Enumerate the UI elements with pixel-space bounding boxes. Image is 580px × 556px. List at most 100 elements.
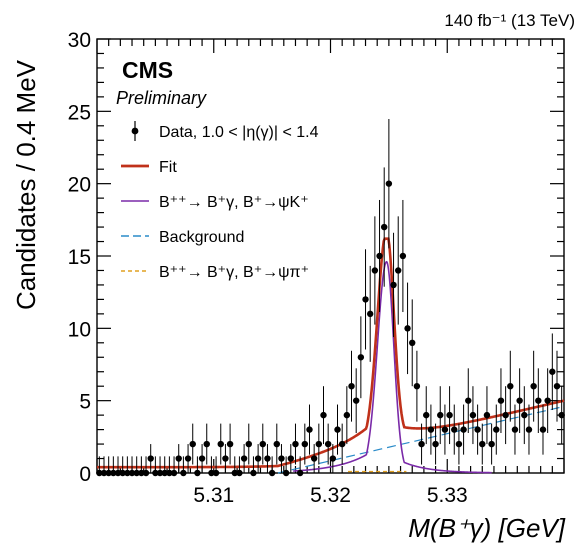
data-point xyxy=(217,440,224,448)
status-label: Preliminary xyxy=(116,88,207,108)
data-point xyxy=(441,426,449,433)
data-point xyxy=(507,383,514,390)
data-point xyxy=(236,469,243,477)
data-point xyxy=(306,426,313,433)
data-point xyxy=(133,469,140,477)
data-point xyxy=(474,426,481,433)
signal-line xyxy=(293,260,492,474)
legend-label: Fit xyxy=(159,159,177,176)
data-point xyxy=(166,469,173,477)
data-point xyxy=(100,469,108,477)
data-point xyxy=(310,455,318,462)
data-point xyxy=(338,440,346,448)
data-point xyxy=(334,426,341,433)
data-point xyxy=(432,440,439,448)
data-point xyxy=(287,455,295,462)
y-tick-label: 20 xyxy=(68,174,91,197)
legend-label: B⁺⁺→ B⁺γ, B⁺→ψK⁺ xyxy=(159,194,309,211)
data-point xyxy=(212,469,220,477)
data-point xyxy=(278,455,285,462)
data-point xyxy=(502,411,509,419)
data-point xyxy=(259,440,266,448)
data-point xyxy=(427,426,435,433)
data-point xyxy=(119,469,126,477)
data-point xyxy=(558,411,565,419)
data-point xyxy=(413,383,421,390)
data-point xyxy=(110,469,117,477)
data-point xyxy=(343,411,351,419)
data-point xyxy=(516,397,523,404)
data-point xyxy=(423,411,430,419)
data-point xyxy=(497,397,505,404)
data-point xyxy=(446,411,453,419)
data-point xyxy=(282,469,290,477)
background-line xyxy=(277,405,565,474)
data-point xyxy=(483,411,491,419)
data-point xyxy=(320,411,327,419)
y-tick-label: 15 xyxy=(68,246,91,269)
data-point xyxy=(142,469,150,477)
data-point xyxy=(404,325,411,332)
data-point xyxy=(395,267,402,274)
fit-line xyxy=(97,237,565,469)
data-point xyxy=(114,469,122,477)
data-point xyxy=(469,411,477,419)
data-point xyxy=(273,440,280,448)
data-point xyxy=(455,440,463,448)
data-point xyxy=(184,455,192,462)
y-tick-label: 0 xyxy=(79,463,91,486)
data-point xyxy=(240,455,248,462)
data-point xyxy=(180,469,187,477)
data-point xyxy=(264,455,271,462)
x-tick-label: 5.32 xyxy=(310,484,351,507)
data-point xyxy=(208,469,215,477)
data-point xyxy=(437,411,444,419)
data-point xyxy=(511,426,519,433)
experiment-label: CMS xyxy=(122,57,173,83)
data-point xyxy=(493,426,500,433)
data-point xyxy=(315,440,323,448)
data-point xyxy=(198,455,206,462)
data-point xyxy=(324,440,332,448)
data-point xyxy=(128,469,136,477)
data-point xyxy=(409,339,416,346)
data-point xyxy=(250,469,257,477)
data-point xyxy=(362,296,369,303)
x-tick-label: 5.31 xyxy=(193,484,234,507)
data-point xyxy=(385,180,393,187)
data-point xyxy=(254,455,262,462)
data-point xyxy=(147,455,154,462)
data-point xyxy=(376,252,383,260)
data-point xyxy=(371,267,379,274)
data-point xyxy=(381,223,388,231)
data-point xyxy=(348,383,355,390)
data-point xyxy=(366,310,374,318)
data-point xyxy=(96,469,103,477)
data-point xyxy=(296,469,304,477)
data-point xyxy=(539,426,547,433)
x-tick-label: 5.33 xyxy=(427,484,468,507)
data-point xyxy=(521,411,528,419)
data-point xyxy=(189,440,196,448)
data-point xyxy=(105,469,112,477)
data-point xyxy=(465,397,472,404)
data-points xyxy=(96,118,565,477)
data-point xyxy=(203,440,210,448)
data-point xyxy=(170,469,178,477)
data-point xyxy=(553,383,561,390)
data-point xyxy=(488,440,495,448)
data-point xyxy=(399,252,407,260)
data-point xyxy=(390,281,397,289)
data-point xyxy=(479,440,486,448)
data-point xyxy=(357,354,365,361)
data-point xyxy=(194,469,201,477)
data-point xyxy=(161,469,168,477)
data-point xyxy=(124,469,131,477)
y-tick-label: 25 xyxy=(68,101,91,124)
data-point xyxy=(535,397,542,404)
data-point xyxy=(175,455,182,462)
legend-label: Data, 1.0 < |η(γ)| < 1.4 xyxy=(159,124,319,141)
y-tick-label: 5 xyxy=(79,391,91,414)
y-tick-label: 30 xyxy=(68,29,91,52)
